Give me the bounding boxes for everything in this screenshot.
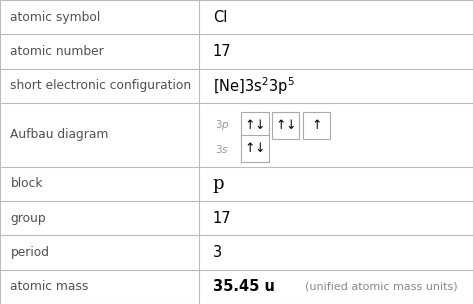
Text: period: period bbox=[10, 246, 49, 259]
Text: p: p bbox=[213, 175, 224, 193]
Bar bbox=[241, 112, 269, 139]
Bar bbox=[241, 135, 269, 162]
Text: Cl: Cl bbox=[213, 10, 227, 25]
Text: ↑: ↑ bbox=[311, 119, 322, 132]
Text: 17: 17 bbox=[213, 44, 231, 59]
Text: atomic symbol: atomic symbol bbox=[10, 11, 101, 24]
Text: ↑: ↑ bbox=[245, 142, 255, 155]
Text: atomic number: atomic number bbox=[10, 45, 104, 58]
Text: $3p$: $3p$ bbox=[215, 118, 230, 132]
Text: $3s$: $3s$ bbox=[215, 143, 229, 155]
Text: block: block bbox=[10, 177, 43, 190]
Text: ↑: ↑ bbox=[245, 119, 255, 132]
Text: Aufbau diagram: Aufbau diagram bbox=[10, 128, 109, 141]
Text: $\rm{[Ne]}3s^23p^5$: $\rm{[Ne]}3s^23p^5$ bbox=[213, 75, 295, 97]
Text: 35.45 u: 35.45 u bbox=[213, 279, 275, 294]
Text: ↓: ↓ bbox=[254, 142, 265, 155]
Text: ↓: ↓ bbox=[285, 119, 296, 132]
Text: ↓: ↓ bbox=[254, 119, 265, 132]
Text: short electronic configuration: short electronic configuration bbox=[10, 79, 192, 92]
Text: ↑: ↑ bbox=[275, 119, 286, 132]
Bar bbox=[272, 112, 299, 139]
Text: (unified atomic mass units): (unified atomic mass units) bbox=[305, 282, 458, 292]
Text: atomic mass: atomic mass bbox=[10, 280, 89, 293]
Text: 17: 17 bbox=[213, 211, 231, 226]
Bar bbox=[303, 112, 330, 139]
Text: 3: 3 bbox=[213, 245, 222, 260]
Text: group: group bbox=[10, 212, 46, 225]
